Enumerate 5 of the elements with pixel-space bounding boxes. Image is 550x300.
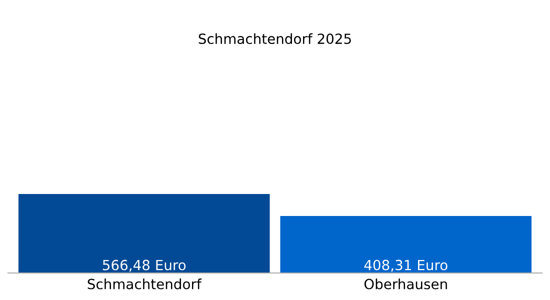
data-label: 408,31 Euro bbox=[364, 260, 448, 272]
x-tick-label: Schmachtendorf bbox=[88, 278, 202, 290]
data-label: 566,48 Euro bbox=[102, 260, 186, 272]
x-tick-label: Oberhausen bbox=[364, 278, 447, 290]
chart-title: Schmachtendorf 2025 bbox=[198, 33, 351, 44]
